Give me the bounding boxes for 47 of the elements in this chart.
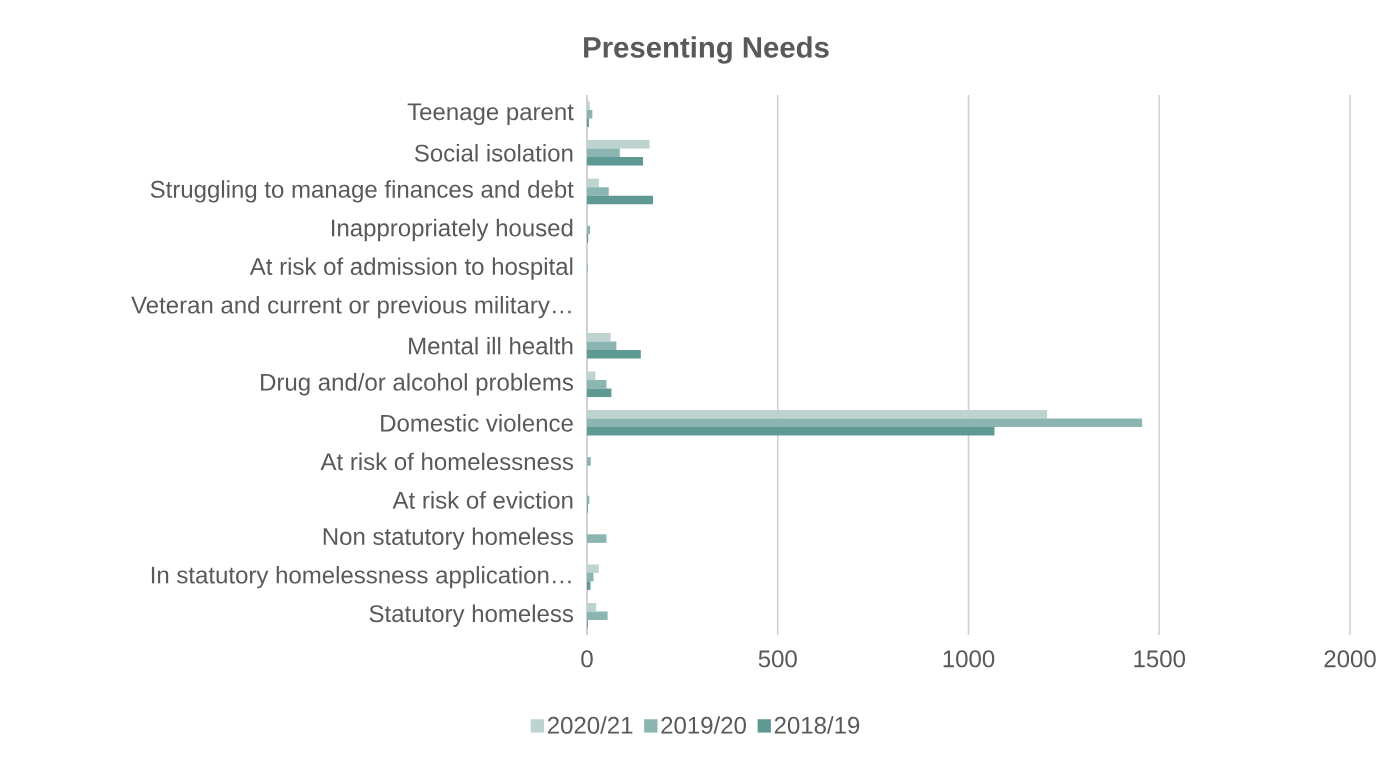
y-tick-label: Social isolation [414, 144, 573, 162]
y-tick-label: Inappropriately housed [331, 218, 573, 242]
y-tick-label: In statutory homelessness application… [151, 565, 571, 589]
bar [587, 349, 641, 359]
bar [587, 225, 591, 235]
bar [587, 564, 599, 573]
bar [587, 101, 590, 111]
y-tick-label: Mental ill health [409, 336, 573, 355]
y-tick-label: Teenage parent [407, 103, 574, 126]
bar [587, 380, 607, 389]
y-tick-label: At risk of eviction [392, 491, 573, 509]
y-tick-label: Struggling to manage finances and debt [150, 180, 574, 203]
bar [587, 140, 650, 149]
x-tick-label: 1500 [1134, 650, 1186, 668]
bar [587, 157, 644, 166]
y-tick-label: At risk of admission to hospital [249, 257, 573, 280]
bar [587, 110, 593, 119]
chart-title: Presenting Needs [584, 36, 829, 64]
x-tick-label: 0 [581, 650, 593, 668]
y-tick-label: At risk of homelessness [320, 452, 574, 471]
bar [587, 457, 591, 466]
legend-label: 2020/21 [547, 716, 633, 734]
bar [587, 332, 611, 342]
bar [587, 195, 653, 205]
y-tick-label: Domestic violence [381, 414, 573, 432]
bar [587, 388, 612, 398]
bar [587, 178, 599, 188]
x-tick-label: 500 [758, 650, 797, 668]
y-tick-label: Drug and/or alcohol problems [261, 373, 573, 396]
bar [587, 534, 607, 543]
legend-label: 2019/20 [661, 716, 746, 734]
bar [587, 611, 608, 620]
x-tick-label: 1000 [943, 650, 995, 668]
bar [587, 418, 1143, 428]
legend-label: 2018/19 [774, 716, 860, 734]
bar [587, 581, 591, 590]
y-tick-label: Statutory homeless [369, 604, 574, 627]
y-tick-label: Non statutory homeless [323, 527, 574, 550]
bar [587, 371, 596, 381]
y-tick-label: Veteran and current or previous military… [131, 295, 571, 319]
x-tick-label: 2000 [1324, 650, 1376, 668]
bar [587, 187, 609, 196]
bar [587, 410, 1048, 419]
bar [587, 341, 617, 350]
bar [587, 427, 995, 436]
bar [587, 602, 597, 612]
bar [587, 148, 620, 158]
